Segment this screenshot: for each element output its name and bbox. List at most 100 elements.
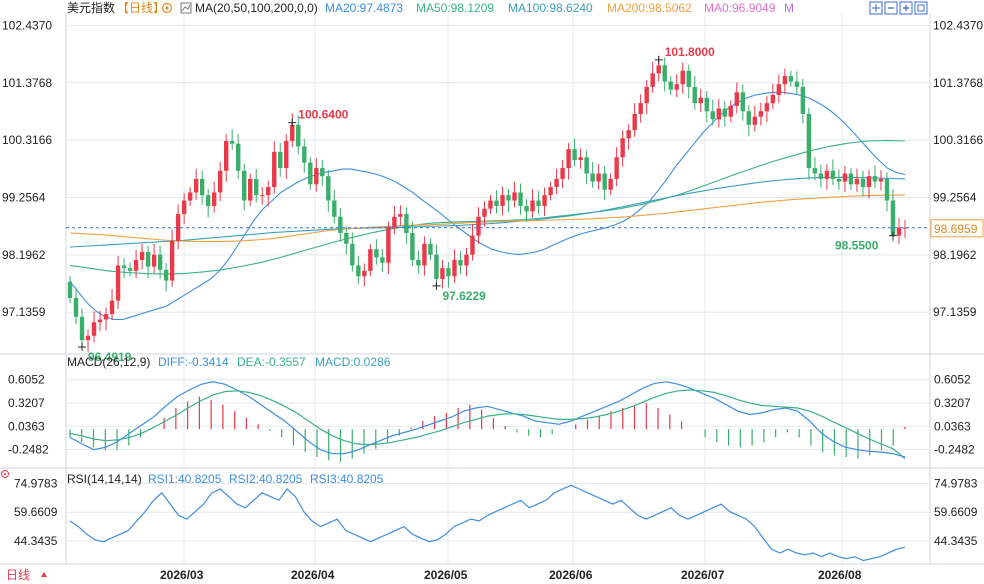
candle-body <box>872 176 878 182</box>
candle-body <box>728 105 733 117</box>
candle-body <box>193 178 199 193</box>
candle-body <box>536 200 541 206</box>
candle-body <box>686 70 691 87</box>
candle-body <box>788 76 794 82</box>
macd-tick-left: -0.2482 <box>8 443 49 457</box>
candle-body <box>344 232 349 244</box>
month-label: 2026/08 <box>818 568 862 582</box>
candle-body <box>223 141 229 171</box>
period-tag[interactable]: 【日线】 <box>117 1 165 15</box>
candle-body <box>139 251 145 261</box>
candle-body <box>254 178 259 196</box>
instrument-title: 美元指数 <box>67 0 115 15</box>
candle-body <box>650 73 655 87</box>
candle-body <box>602 173 607 190</box>
candle-body <box>380 257 385 263</box>
candle-body <box>560 168 565 179</box>
rsi2-label: RSI2:40.8205 <box>229 472 303 486</box>
toolbar <box>869 1 928 15</box>
target-icon[interactable] <box>1 470 9 478</box>
annotation-label: 97.6229 <box>442 289 486 303</box>
ma50-label: MA50:98.1209 <box>416 1 494 15</box>
rsi1-label: RSI1:40.8205 <box>148 472 222 486</box>
candle-body <box>800 86 806 114</box>
candle-body <box>248 178 253 201</box>
candle-body <box>169 241 175 281</box>
candle-body <box>115 265 121 301</box>
price-tick-left: 102.4370 <box>2 18 52 32</box>
minus-icon[interactable] <box>884 1 898 15</box>
chart-header: 美元指数 【日线】 MA(20,50,100,200,0,0) MA20:97.… <box>67 0 794 15</box>
candle-body <box>494 200 499 206</box>
period-button[interactable]: 日线 <box>6 568 47 582</box>
candle-body <box>818 173 824 179</box>
candle-body <box>632 113 637 131</box>
fit-icon[interactable] <box>914 1 928 15</box>
rsi-tick-right: 44.3435 <box>934 534 978 548</box>
candle-body <box>404 214 409 233</box>
annotation-label: 96.4919 <box>88 350 132 364</box>
macd-dea-line <box>69 389 906 460</box>
macd-tick-left: 0.3207 <box>8 396 45 410</box>
ma-params-label: MA(20,50,100,200,0,0) <box>195 1 318 15</box>
price-tick-right: 98.1962 <box>933 248 977 262</box>
candle-body <box>109 300 115 315</box>
candle-body <box>145 251 151 267</box>
price-tick-right: 100.3166 <box>933 133 983 147</box>
candle-body <box>175 214 181 242</box>
candle-body <box>452 260 457 277</box>
candle-body <box>386 227 391 263</box>
plus-icon[interactable] <box>899 1 913 15</box>
candle-body <box>614 157 619 179</box>
ma-more-label: M <box>784 1 794 15</box>
candle-body <box>824 170 830 179</box>
crosshair-icon[interactable] <box>869 1 883 15</box>
candle-body <box>338 216 343 233</box>
current-price-value: 98.6959 <box>934 222 978 236</box>
candle-body <box>398 214 403 217</box>
high-low-annotations: 100.6400 101.8000 96.4919 97.6229 98.5500 <box>78 45 897 364</box>
candle-body <box>542 195 547 206</box>
month-axis-labels: 2026/03 2026/04 2026/05 2026/06 2026/07 2026/… <box>160 568 862 582</box>
rsi3-label: RSI3:40.8205 <box>310 472 384 486</box>
candle-body <box>266 187 271 196</box>
moving-average-lines <box>69 91 906 321</box>
candle-body <box>506 195 511 201</box>
macd-tick-right: 0.3207 <box>934 396 971 410</box>
candle-body <box>260 195 265 197</box>
ma100-label: MA100:98.6240 <box>508 1 593 15</box>
macd-diff-line <box>69 381 906 458</box>
candle-body <box>67 281 73 298</box>
candle-body <box>187 192 193 201</box>
candle-body <box>242 170 247 201</box>
candle-body <box>278 151 283 169</box>
candle-body <box>656 65 661 74</box>
candle-body <box>668 81 673 90</box>
candle-body <box>464 254 469 266</box>
candle-body <box>428 243 433 255</box>
settings-icon[interactable] <box>161 2 173 14</box>
macd-value-label: MACD:0.0286 <box>315 355 391 369</box>
candle-body <box>97 319 103 323</box>
candle-body <box>458 260 463 266</box>
candle-body <box>722 108 727 117</box>
candle-body <box>572 149 577 160</box>
candle-body <box>530 200 535 212</box>
price-tick-right: 102.4370 <box>933 18 983 32</box>
candle-body <box>740 92 746 112</box>
candle-body <box>746 111 752 125</box>
candle-body <box>133 260 139 271</box>
ma200-line <box>69 194 905 243</box>
candle-body <box>272 151 277 187</box>
candle-body <box>584 157 589 174</box>
candle-body <box>758 111 764 117</box>
candle-body <box>446 268 451 277</box>
ma100-line <box>69 176 906 248</box>
candle-body <box>157 254 163 270</box>
ma0-label: MA0:96.9049 <box>704 1 776 15</box>
price-tick-left: 101.3768 <box>2 76 52 90</box>
indicator-icon[interactable] <box>180 2 192 14</box>
candle-body <box>842 173 848 182</box>
annotation-label: 100.6400 <box>298 108 348 122</box>
